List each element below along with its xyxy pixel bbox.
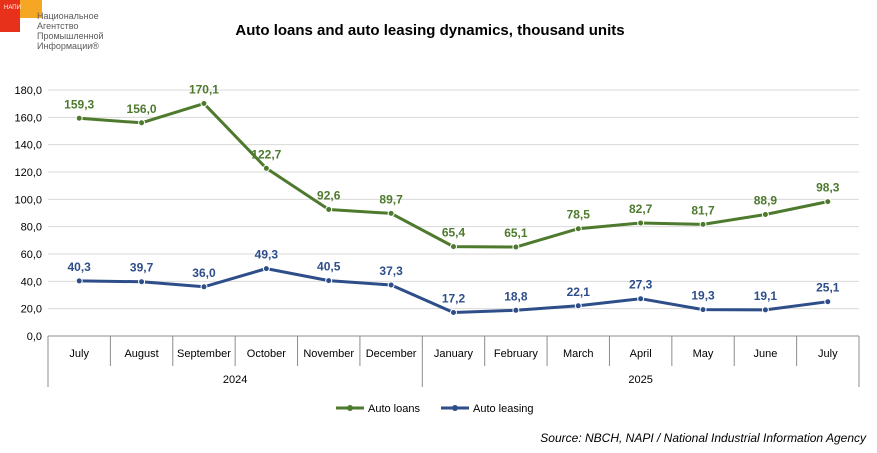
data-point [450,243,457,251]
data-label: 19,3 [691,289,715,303]
data-label: 98,3 [816,181,840,195]
data-label: 92,6 [317,188,341,202]
data-label: 156,0 [127,102,157,116]
data-point [262,265,270,273]
legend-marker [452,405,458,411]
year-group-label: 2024 [223,374,247,386]
x-axis: July August September October November Decemb… [47,336,860,387]
series [75,100,832,316]
logo-line-1: Национальное [37,11,99,21]
data-label: 39,7 [130,261,154,275]
data-point [824,298,832,306]
data-point [574,302,582,310]
logo-line-3: Промышленной [37,31,104,41]
data-label: 40,3 [68,260,92,274]
data-point [637,295,645,303]
data-label: 18,8 [504,289,528,303]
data-label: 25,1 [816,281,840,295]
data-label: 22,1 [567,285,591,299]
x-tick-label: November [303,348,354,360]
data-label: 65,4 [442,226,466,240]
y-tick-label: 60,0 [21,249,42,261]
data-point [200,283,208,291]
x-tick-label: March [563,348,594,360]
chart-title: Auto loans and auto leasing dynamics, th… [235,22,624,39]
data-point [262,164,270,172]
x-tick-label: July [818,348,838,360]
year-group-label: 2025 [628,374,652,386]
y-tick-label: 160,0 [14,112,42,124]
logo-line-2: Агентство [37,21,78,31]
data-point [637,219,645,227]
x-tick-label: August [124,348,158,360]
data-label: 170,1 [189,83,219,97]
y-tick-label: 120,0 [14,167,42,179]
y-tick-label: 40,0 [21,276,42,288]
y-tick-label: 80,0 [21,222,42,234]
data-label: 19,1 [754,289,778,303]
data-label: 40,5 [317,260,341,274]
data-label: 122,7 [251,147,281,161]
x-tick-label: July [69,348,89,360]
data-label: 49,3 [255,248,279,262]
data-point [512,243,520,251]
x-tick-label: January [434,348,474,360]
data-point [761,211,769,219]
x-tick-label: June [753,348,777,360]
legend-label: Auto loans [368,403,420,415]
data-label: 82,7 [629,202,653,216]
x-tick-label: May [693,348,714,360]
y-tick-label: 180,0 [14,85,42,97]
data-point [387,281,395,289]
data-point [450,308,457,316]
y-axis-ticks: 0,0 20,0 40,0 60,0 80,0 100,0 120,0 140,0 160,0 1… [14,85,42,343]
x-tick-label: December [366,348,417,360]
logo-abbr: НАПИ [4,5,21,11]
legend-marker [347,405,353,411]
logo-line-4: Информации® [37,41,99,51]
data-label: 36,0 [192,266,216,280]
source-note: Source: NBCH, NAPI / National Industrial… [540,431,867,445]
legend: Auto loans Auto leasing [336,403,534,415]
data-point [574,225,582,233]
data-point [699,306,707,314]
x-tick-label: April [630,348,652,360]
data-point [200,100,208,108]
data-label: 37,3 [379,264,403,278]
y-tick-label: 100,0 [14,194,42,206]
data-label: 17,2 [442,291,466,305]
data-label: 27,3 [629,278,653,292]
data-label: 88,9 [754,194,778,208]
data-point [138,119,146,127]
x-tick-label: October [247,348,286,360]
napi-logo: НАПИ Национальное Агентство Промышленной… [0,0,104,51]
logo-orange-block [20,0,42,18]
data-point [325,205,333,213]
logo-red-block [0,0,20,32]
legend-label: Auto leasing [473,403,534,415]
data-label: 65,1 [504,226,528,240]
x-tick-label: February [494,348,539,360]
data-point [824,198,832,206]
data-label: 78,5 [567,208,591,222]
data-label: 159,3 [64,97,94,111]
data-point [75,277,83,285]
data-label: 81,7 [691,203,715,217]
data-point [512,306,520,314]
data-point [75,114,83,122]
y-tick-label: 140,0 [14,140,42,152]
data-point [325,277,333,285]
data-point [699,220,707,228]
x-tick-label: September [177,348,231,360]
data-labels: 159,3 156,0 170,1 122,7 92,6 89,7 65,4 65,1 78,5… [64,83,840,306]
data-point [138,278,146,286]
y-tick-label: 20,0 [21,304,42,316]
data-point [387,209,395,217]
data-point [761,306,769,314]
y-tick-label: 0,0 [27,331,42,343]
data-label: 89,7 [379,192,403,206]
